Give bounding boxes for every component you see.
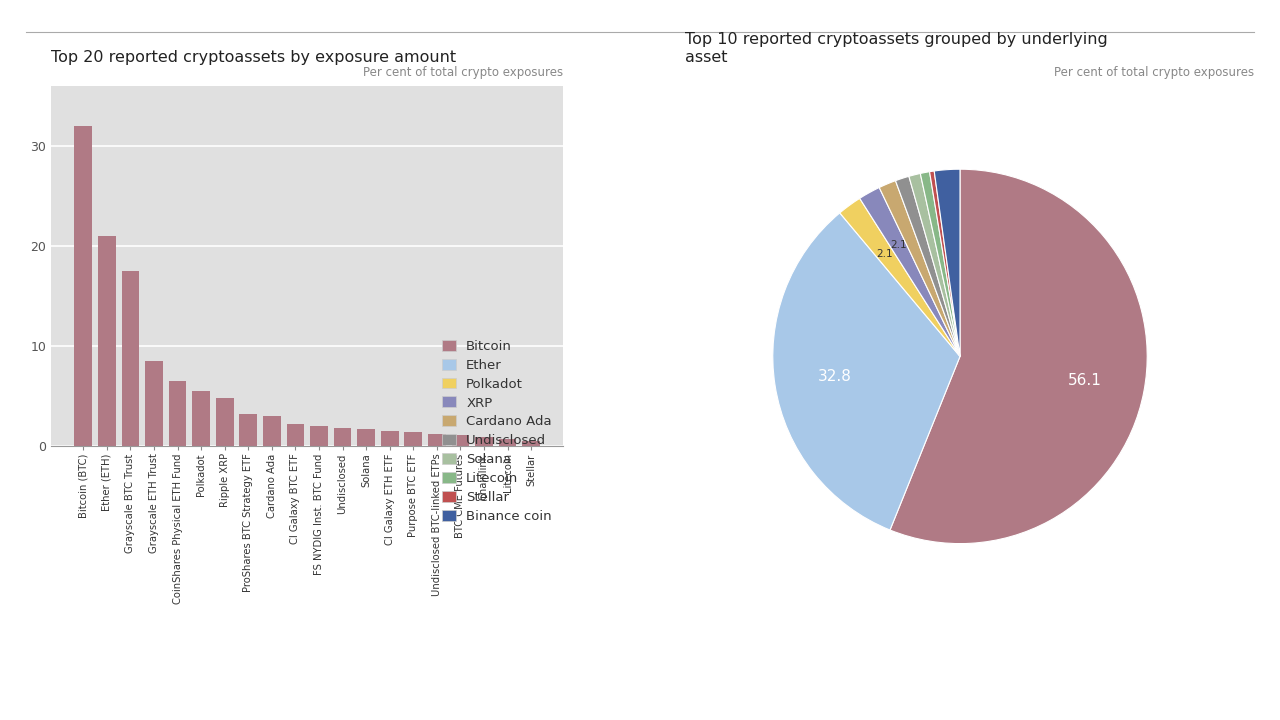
Bar [74, 127, 92, 446]
Bar [122, 271, 140, 446]
Bar [452, 436, 470, 446]
Bar [475, 437, 493, 446]
Bar [262, 416, 280, 446]
Bar [381, 431, 398, 446]
Text: Top 10 reported cryptoassets grouped by underlying
asset: Top 10 reported cryptoassets grouped by … [685, 32, 1107, 65]
Wedge shape [920, 171, 960, 356]
Bar [310, 426, 328, 446]
Bar [499, 439, 516, 446]
Text: 32.8: 32.8 [818, 369, 851, 384]
Wedge shape [840, 198, 960, 356]
Wedge shape [896, 176, 960, 356]
Wedge shape [890, 169, 1147, 544]
Wedge shape [909, 174, 960, 356]
Wedge shape [934, 169, 960, 356]
Text: Per cent of total crypto exposures: Per cent of total crypto exposures [1055, 66, 1254, 79]
Wedge shape [860, 187, 960, 356]
Bar [169, 382, 187, 446]
Bar [404, 433, 422, 446]
Bar [239, 415, 257, 446]
Bar [357, 429, 375, 446]
Bar [428, 434, 445, 446]
Bar [522, 441, 540, 446]
Wedge shape [879, 181, 960, 356]
Text: 56.1: 56.1 [1068, 373, 1102, 388]
Text: Top 20 reported cryptoassets by exposure amount: Top 20 reported cryptoassets by exposure… [51, 50, 457, 65]
Text: Per cent of total crypto exposures: Per cent of total crypto exposures [364, 66, 563, 79]
Bar [216, 398, 233, 446]
Text: 2.1: 2.1 [877, 248, 893, 258]
Bar [334, 428, 352, 446]
Legend: Bitcoin, Ether, Polkadot, XRP, Cardano Ada, Undisclosed, Solana, Litecoin, Stell: Bitcoin, Ether, Polkadot, XRP, Cardano A… [443, 340, 552, 523]
Text: 2.1: 2.1 [890, 240, 906, 250]
Bar [192, 392, 210, 446]
Bar [99, 236, 115, 446]
Wedge shape [773, 213, 960, 530]
Wedge shape [929, 171, 960, 356]
Bar [145, 361, 163, 446]
Bar [287, 424, 305, 446]
